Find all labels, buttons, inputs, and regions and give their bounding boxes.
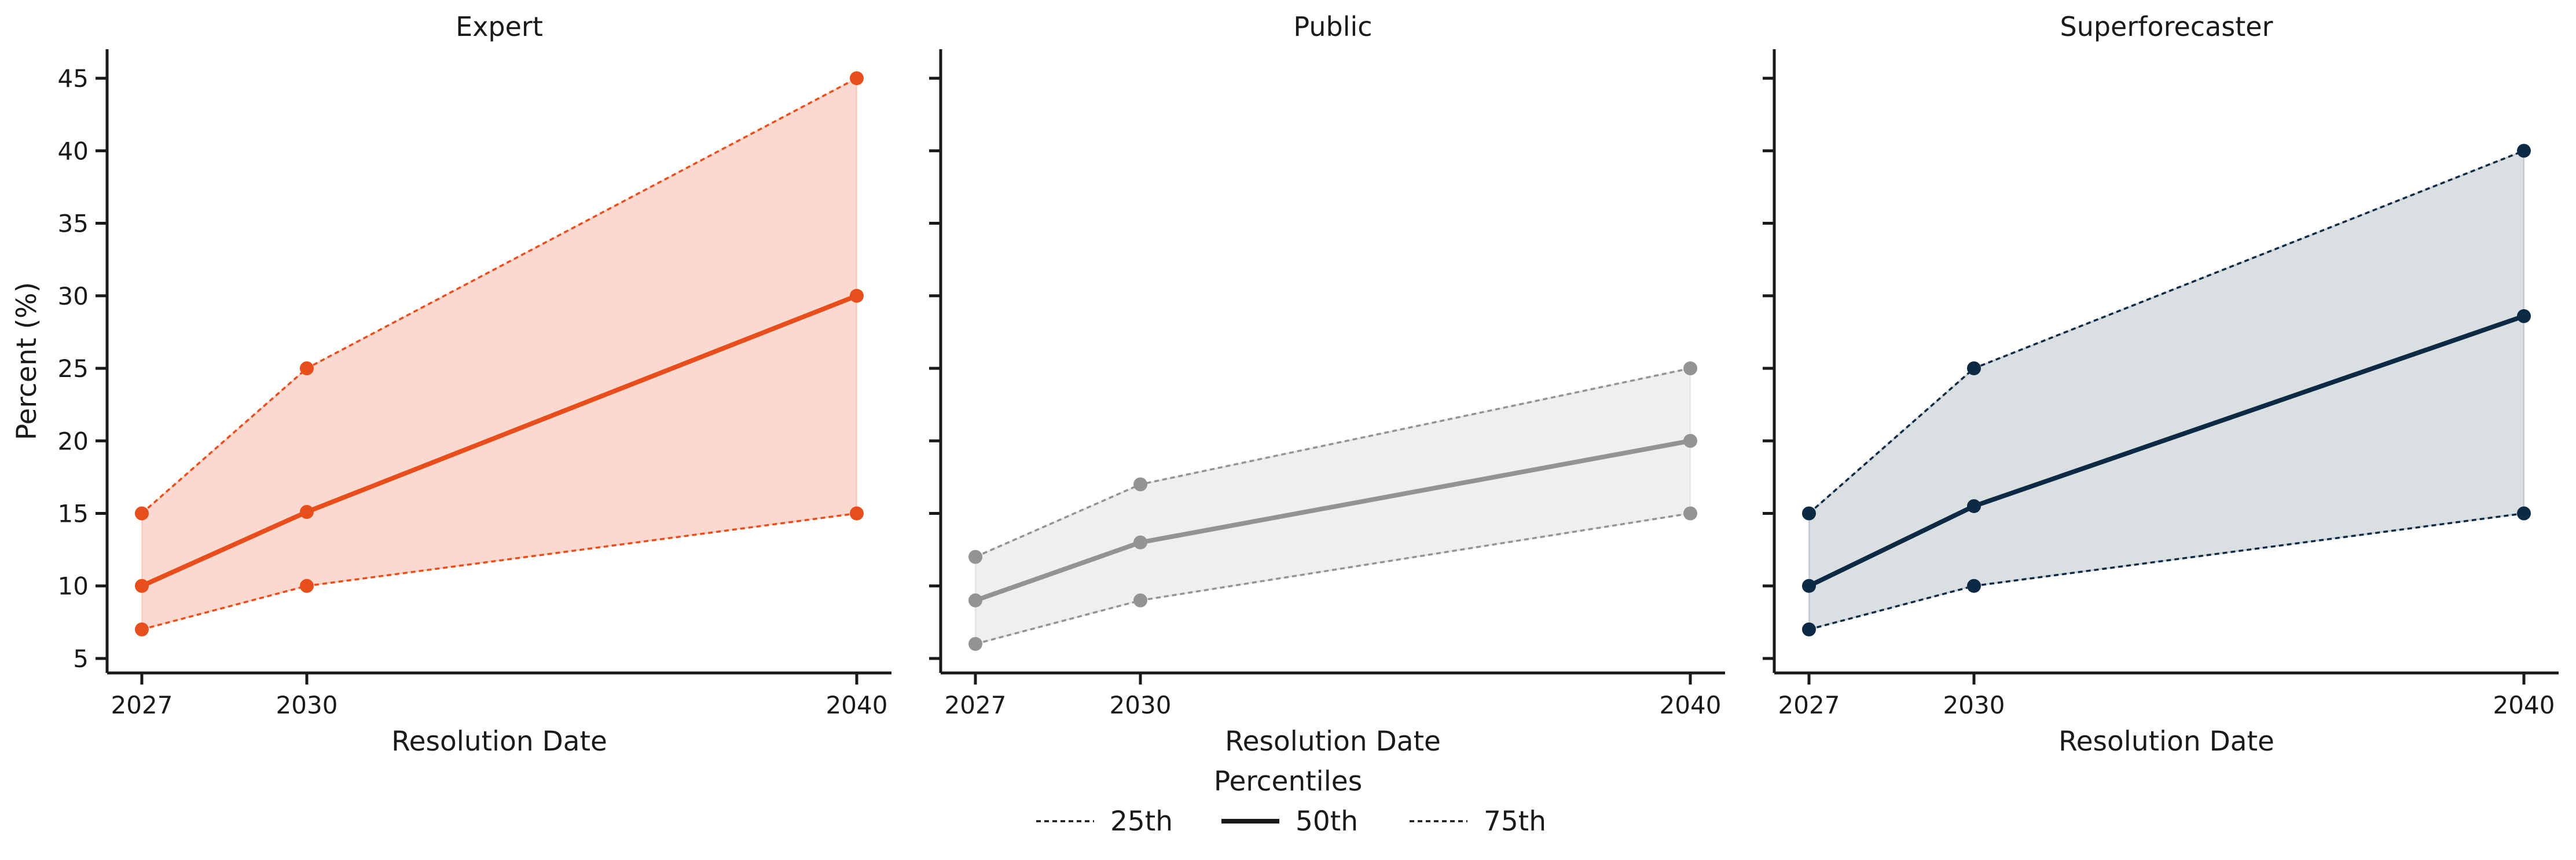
point-25th	[300, 579, 314, 593]
point-50th	[850, 288, 864, 303]
point-75th	[968, 550, 982, 564]
point-75th	[1802, 506, 1816, 521]
panel-title: Superforecaster	[2060, 11, 2273, 42]
point-25th	[1967, 579, 1981, 593]
point-25th	[1133, 593, 1147, 608]
point-50th	[1967, 499, 1981, 513]
panel-superforecaster: Superforecaster 2027 2030 2040 Resolution Da…	[1763, 11, 2559, 757]
x-tick-label: 2030	[1943, 691, 2005, 719]
x-tick-label: 2027	[945, 691, 1007, 719]
point-50th	[968, 593, 982, 608]
y-tick-label: 35	[58, 210, 89, 238]
y-tick-label: 5	[73, 645, 89, 673]
point-50th	[135, 579, 149, 593]
point-50th	[1133, 535, 1147, 550]
point-25th	[135, 622, 149, 636]
point-75th	[850, 71, 864, 86]
point-50th	[1802, 579, 1816, 593]
legend-entry-75th: 75th	[1410, 806, 1546, 837]
legend-label: 25th	[1110, 806, 1173, 837]
x-tick-label: 2040	[2493, 691, 2555, 719]
point-75th	[1133, 477, 1147, 492]
point-25th	[1802, 622, 1816, 636]
point-75th	[2517, 144, 2531, 158]
percentile-band	[1808, 149, 2525, 631]
x-tick-label: 2030	[276, 691, 338, 719]
point-75th	[135, 506, 149, 521]
panel-title: Public	[1293, 11, 1372, 42]
y-tick-label: 15	[58, 499, 89, 528]
panel-expert: Expert 5 10 15 20 25 30 35 40 45 2027 2030 2040 Resol…	[58, 11, 891, 757]
point-25th	[1683, 506, 1697, 521]
legend-label: 75th	[1484, 806, 1546, 837]
legend-title: Percentiles	[1214, 766, 1362, 797]
y-tick-label: 45	[58, 64, 89, 93]
y-tick-label: 10	[58, 572, 89, 601]
point-75th	[300, 361, 314, 376]
x-tick-label: 2030	[1110, 691, 1172, 719]
x-axis-label: Resolution Date	[1225, 726, 1441, 757]
y-tick-label: 40	[58, 137, 89, 165]
panel-public: Public 2027 2030 2040 Resolution Date	[929, 11, 1725, 757]
point-50th	[1683, 434, 1697, 448]
point-75th	[1683, 361, 1697, 376]
panels: Expert 5 10 15 20 25 30 35 40 45 2027 2030 2040 Resol…	[58, 11, 2559, 757]
legend-label: 50th	[1296, 806, 1358, 837]
x-tick-label: 2027	[111, 691, 173, 719]
point-50th	[2517, 309, 2531, 323]
point-25th	[968, 636, 982, 651]
percentile-band	[141, 76, 858, 631]
y-tick-label: 30	[58, 282, 89, 310]
point-25th	[850, 506, 864, 521]
legend-entry-50th: 50th	[1221, 806, 1358, 837]
legend: Percentiles 25th 50th 75th	[1036, 766, 1546, 837]
point-75th	[1967, 361, 1981, 376]
x-tick-label: 2040	[1660, 691, 1722, 719]
panel-title: Expert	[456, 11, 543, 42]
y-tick-label: 20	[58, 427, 89, 455]
y-axis-label: Percent (%)	[11, 282, 43, 440]
x-axis-label: Resolution Date	[2058, 726, 2274, 757]
x-axis-label: Resolution Date	[391, 726, 607, 757]
legend-entry-25th: 25th	[1036, 806, 1173, 837]
y-tick-label: 25	[58, 354, 89, 383]
x-tick-label: 2040	[826, 691, 888, 719]
point-25th	[2517, 506, 2531, 521]
x-tick-label: 2027	[1778, 691, 1840, 719]
point-50th	[300, 504, 314, 519]
